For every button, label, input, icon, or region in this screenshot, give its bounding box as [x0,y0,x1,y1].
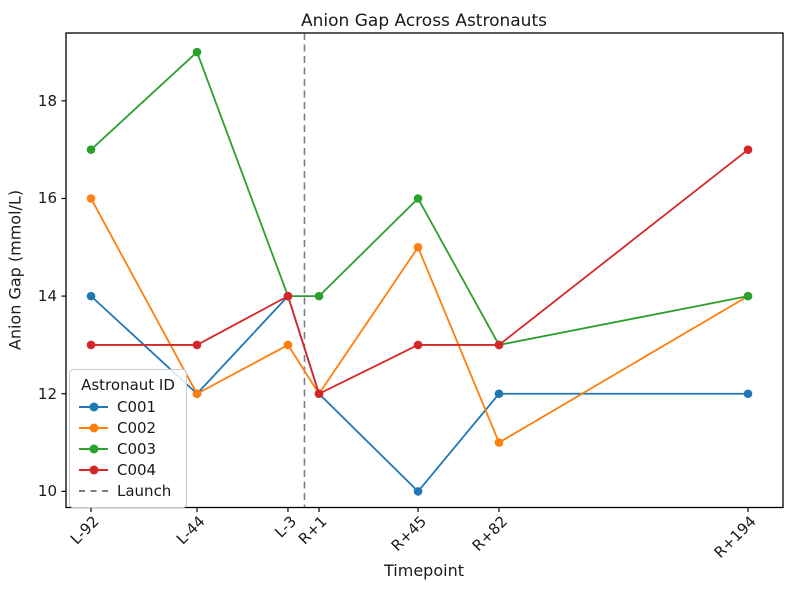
legend-item-c003: C003 [79,438,177,459]
chart-title: Anion Gap Across Astronauts [301,11,547,31]
marker-c004-r+82 [494,340,504,350]
legend-item-c001: C001 [79,396,177,417]
legend-swatch-c003-icon [79,440,108,458]
legend-item-c002: C002 [79,417,177,438]
y-tick-label-12: 12 [37,384,57,403]
y-tick-label-14: 14 [37,287,57,306]
marker-c004-l-44 [192,340,202,350]
marker-c001-r+45 [413,487,423,496]
marker-c003-r+1 [314,291,324,301]
y-tick-label-10: 10 [37,482,57,501]
marker-c003-r+45 [413,194,423,203]
legend-swatch-c001-icon [79,398,108,416]
marker-c001-r+194 [743,389,753,399]
series-line-c004 [91,148,749,396]
x-axis-label: Timepoint [384,561,464,580]
plot-border [65,32,784,509]
legend-swatch-launch-icon [79,482,108,500]
series-line-c001 [90,294,749,493]
legend-entries: C001 C002 C003 C004 Launch [79,396,177,501]
legend: Astronaut ID C001 C002 C003 C004 Launch [69,369,187,508]
legend-item-launch: Launch [79,480,177,501]
marker-c002-l-3 [283,340,293,350]
marker-c004-r+45 [413,340,423,350]
marker-c004-l-3 [283,291,293,301]
legend-title: Astronaut ID [81,376,175,394]
legend-label-c001: C001 [117,397,157,416]
marker-c003-l-44 [192,47,202,57]
marker-c002-l-44 [192,389,202,399]
series-line-c002 [90,198,749,444]
legend-label-c003: C003 [117,439,157,458]
y-tick-label-16: 16 [37,189,57,208]
legend-label-c002: C002 [117,418,157,437]
y-tick-label-18: 18 [37,91,57,110]
marker-c004-r+1 [314,389,324,399]
marker-c004-l-92 [86,340,96,350]
marker-c001-r+82 [494,389,504,399]
marker-c003-l-92 [86,145,96,154]
legend-item-c004: C004 [79,459,177,480]
legend-swatch-c004-icon [79,461,108,479]
marker-c003-r+194 [743,291,753,301]
legend-label-c004: C004 [117,460,157,479]
legend-swatch-c002-icon [79,419,108,437]
marker-c001-l-92 [86,291,96,301]
legend-label-launch: Launch [117,481,172,500]
marker-c002-l-92 [86,194,96,203]
marker-c002-r+45 [413,243,423,252]
marker-c004-r+194 [743,145,753,154]
marker-c002-r+82 [494,438,504,447]
